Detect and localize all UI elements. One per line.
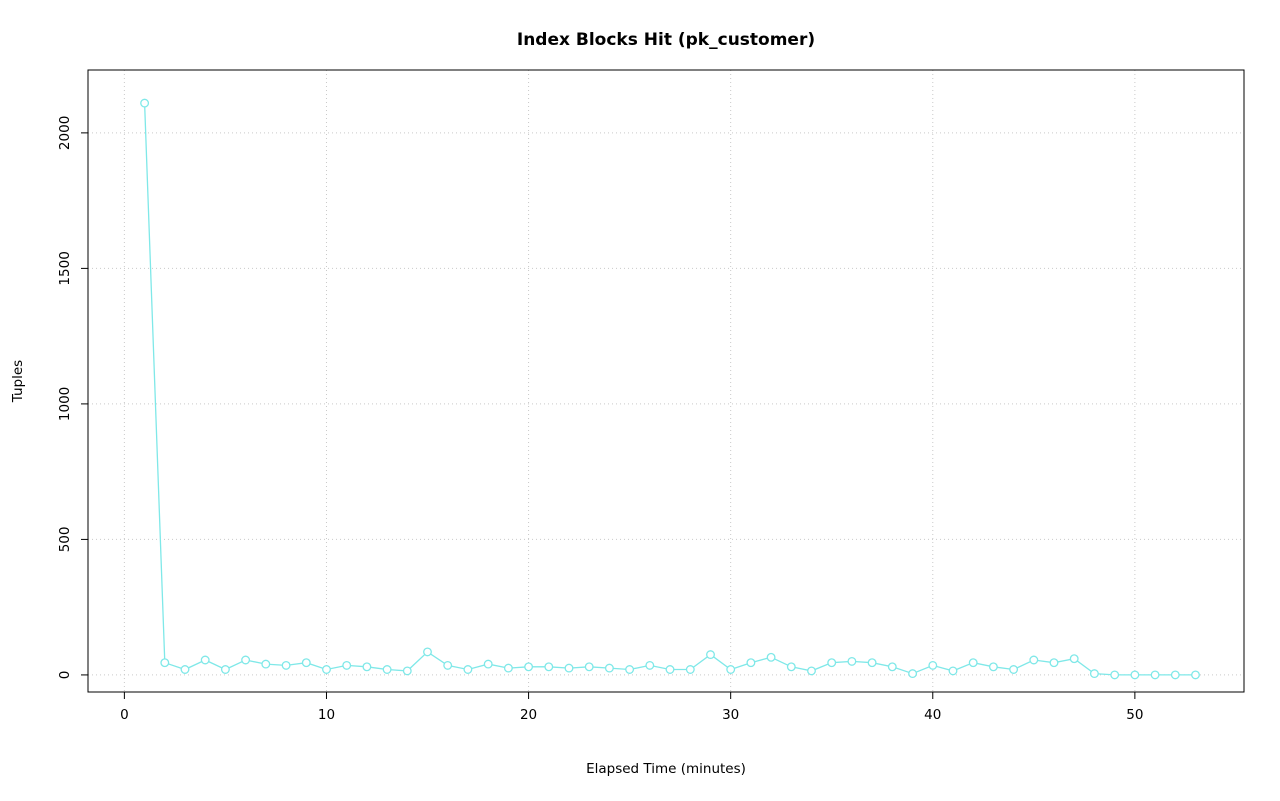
data-point-marker — [706, 650, 715, 660]
y-tick-label: 500 — [57, 527, 73, 553]
data-point-marker — [665, 665, 675, 674]
data-point-marker — [786, 662, 796, 672]
data-point-marker — [1029, 655, 1039, 665]
data-point-marker — [1150, 670, 1160, 680]
y-tick-label: 1000 — [57, 387, 73, 421]
x-tick-label: 50 — [1126, 707, 1143, 723]
data-point-marker — [766, 652, 776, 662]
data-point-marker — [423, 647, 432, 657]
data-point-marker — [1009, 665, 1019, 674]
chart-title: Index Blocks Hit (pk_customer) — [516, 30, 816, 50]
data-point-marker — [342, 660, 352, 670]
data-point-marker — [140, 98, 150, 108]
y-tick-labels: 0 500 1000 1500 2000 — [57, 116, 73, 680]
data-point-marker — [726, 665, 736, 674]
x-tick-label: 40 — [924, 707, 941, 723]
x-tick-label: 10 — [318, 707, 335, 723]
series-line — [143, 103, 1196, 676]
data-point-marker — [483, 659, 493, 669]
data-point-marker — [544, 662, 554, 672]
data-point-marker — [807, 666, 816, 676]
data-point-marker — [887, 662, 897, 672]
data-point-marker — [261, 659, 271, 669]
y-axis-title: Tuples — [10, 359, 26, 403]
data-point-marker — [1049, 658, 1059, 668]
x-tick-label: 20 — [520, 707, 537, 723]
data-point-marker — [301, 658, 311, 668]
y-tick-label: 1500 — [57, 251, 73, 285]
data-point-marker — [220, 665, 230, 674]
data-point-marker — [362, 662, 372, 672]
data-point-marker — [645, 660, 655, 670]
data-point-marker — [1130, 670, 1140, 680]
axis-ticks — [81, 132, 1136, 699]
data-point-marker — [241, 655, 251, 665]
data-point-marker — [180, 665, 190, 674]
grid-lines — [88, 70, 1244, 692]
x-tick-label: 0 — [120, 707, 129, 723]
data-points — [140, 98, 1200, 680]
x-tick-label: 30 — [722, 707, 739, 723]
data-point-marker — [1110, 670, 1120, 680]
y-tick-label: 2000 — [57, 116, 73, 150]
data-point-marker — [200, 655, 210, 665]
data-point-marker — [1170, 670, 1180, 680]
data-point-marker — [746, 658, 756, 668]
x-axis-title: Elapsed Time (minutes) — [586, 761, 746, 777]
data-point-marker — [524, 662, 534, 672]
data-point-marker — [402, 666, 412, 676]
data-point-marker — [685, 665, 695, 674]
data-point-marker — [1069, 654, 1079, 664]
data-point-marker — [948, 666, 958, 676]
data-point-marker — [443, 660, 453, 670]
data-point-marker — [827, 658, 837, 668]
data-point-marker — [564, 663, 574, 673]
data-point-marker — [503, 663, 513, 673]
data-point-marker — [281, 660, 291, 670]
data-point-marker — [463, 665, 473, 674]
data-point-marker — [928, 660, 938, 670]
data-point-marker — [968, 658, 978, 668]
data-point-marker — [160, 658, 170, 668]
x-tick-labels: 0 10 20 30 40 50 — [120, 707, 1143, 723]
y-tick-label: 0 — [57, 671, 73, 680]
data-point-marker — [847, 656, 857, 666]
data-point-marker — [322, 665, 331, 674]
data-point-marker — [625, 665, 635, 674]
data-point-marker — [988, 662, 998, 672]
data-point-marker — [908, 669, 918, 679]
data-point-marker — [604, 663, 614, 673]
data-point-marker — [382, 665, 392, 674]
data-point-marker — [1191, 670, 1200, 680]
data-point-marker — [584, 662, 594, 672]
data-point-marker — [1089, 669, 1099, 679]
data-point-marker — [867, 658, 877, 668]
plot-border — [87, 69, 1245, 693]
